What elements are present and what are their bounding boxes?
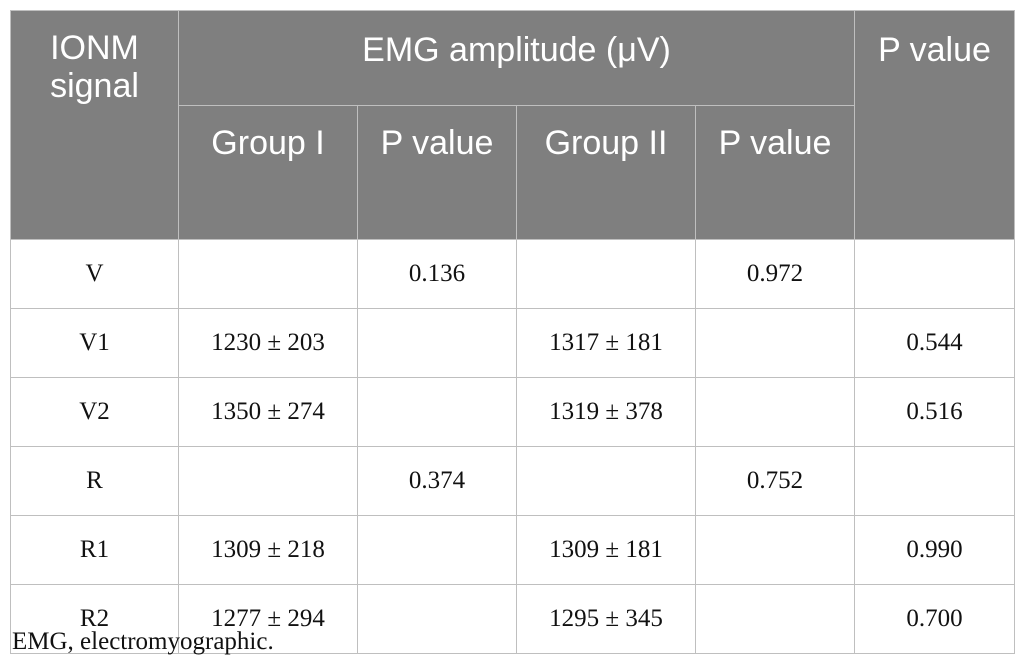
table-row: R2 1277 ± 294 1295 ± 345 0.700 bbox=[10, 584, 1015, 654]
cell-p-value-1: 0.374 bbox=[357, 446, 517, 516]
table-row: V1 1230 ± 203 1317 ± 181 0.544 bbox=[10, 308, 1015, 378]
header-row-1: IONM signal EMG amplitude (μV) P value bbox=[10, 10, 1015, 240]
cell-p-value-1 bbox=[357, 377, 517, 447]
cell-p-value-2 bbox=[695, 377, 855, 447]
cell-signal: R2 bbox=[10, 584, 179, 654]
cell-p-value-2 bbox=[695, 515, 855, 585]
cell-group-2 bbox=[516, 446, 696, 516]
header-p-value-group-1: P value bbox=[357, 105, 517, 240]
cell-p-value bbox=[854, 239, 1015, 309]
table-row: R 0.374 0.752 bbox=[10, 446, 1015, 516]
cell-p-value-2: 0.752 bbox=[695, 446, 855, 516]
header-row-2: Group I P value Group II P value bbox=[11, 105, 1015, 240]
emg-amplitude-table: IONM signal EMG amplitude (μV) P value G… bbox=[10, 10, 1015, 654]
cell-p-value bbox=[854, 446, 1015, 516]
table-row: R1 1309 ± 218 1309 ± 181 0.990 bbox=[10, 515, 1015, 585]
cell-signal: R1 bbox=[10, 515, 179, 585]
cell-signal: V1 bbox=[10, 308, 179, 378]
table-header: IONM signal EMG amplitude (μV) P value G… bbox=[10, 10, 1015, 240]
table-body: V 0.136 0.972 V1 1230 ± 203 1317 ± 181 0… bbox=[10, 239, 1015, 654]
cell-p-value: 0.700 bbox=[854, 584, 1015, 654]
cell-signal: R bbox=[10, 446, 179, 516]
cell-group-2: 1317 ± 181 bbox=[516, 308, 696, 378]
cell-group-2: 1295 ± 345 bbox=[516, 584, 696, 654]
table-footnote: EMG, electromyographic. bbox=[12, 628, 274, 655]
cell-group-1: 1309 ± 218 bbox=[178, 515, 358, 585]
cell-p-value-2: 0.972 bbox=[695, 239, 855, 309]
table-row: V 0.136 0.972 bbox=[10, 239, 1015, 309]
cell-p-value-1 bbox=[357, 515, 517, 585]
cell-p-value-1 bbox=[357, 584, 517, 654]
table-row: V2 1350 ± 274 1319 ± 378 0.516 bbox=[10, 377, 1015, 447]
cell-group-1 bbox=[178, 446, 358, 516]
cell-p-value: 0.544 bbox=[854, 308, 1015, 378]
cell-signal: V2 bbox=[10, 377, 179, 447]
cell-p-value-2 bbox=[695, 584, 855, 654]
cell-group-2: 1319 ± 378 bbox=[516, 377, 696, 447]
cell-group-2: 1309 ± 181 bbox=[516, 515, 696, 585]
cell-p-value-2 bbox=[695, 308, 855, 378]
cell-group-1: 1230 ± 203 bbox=[178, 308, 358, 378]
header-p-value: P value bbox=[854, 10, 1015, 240]
header-emg-amplitude: EMG amplitude (μV) bbox=[178, 10, 855, 106]
header-p-value-group-2: P value bbox=[695, 105, 855, 240]
cell-p-value: 0.516 bbox=[854, 377, 1015, 447]
data-table-container: IONM signal EMG amplitude (μV) P value G… bbox=[10, 10, 1015, 654]
header-ionm-signal: IONM signal bbox=[10, 10, 179, 240]
cell-group-1 bbox=[178, 239, 358, 309]
header-group-1: Group I bbox=[178, 105, 358, 240]
header-group-2: Group II bbox=[516, 105, 696, 240]
cell-p-value: 0.990 bbox=[854, 515, 1015, 585]
cell-group-2 bbox=[516, 239, 696, 309]
cell-p-value-1: 0.136 bbox=[357, 239, 517, 309]
cell-group-1: 1277 ± 294 bbox=[178, 584, 358, 654]
cell-group-1: 1350 ± 274 bbox=[178, 377, 358, 447]
cell-signal: V bbox=[10, 239, 179, 309]
cell-p-value-1 bbox=[357, 308, 517, 378]
